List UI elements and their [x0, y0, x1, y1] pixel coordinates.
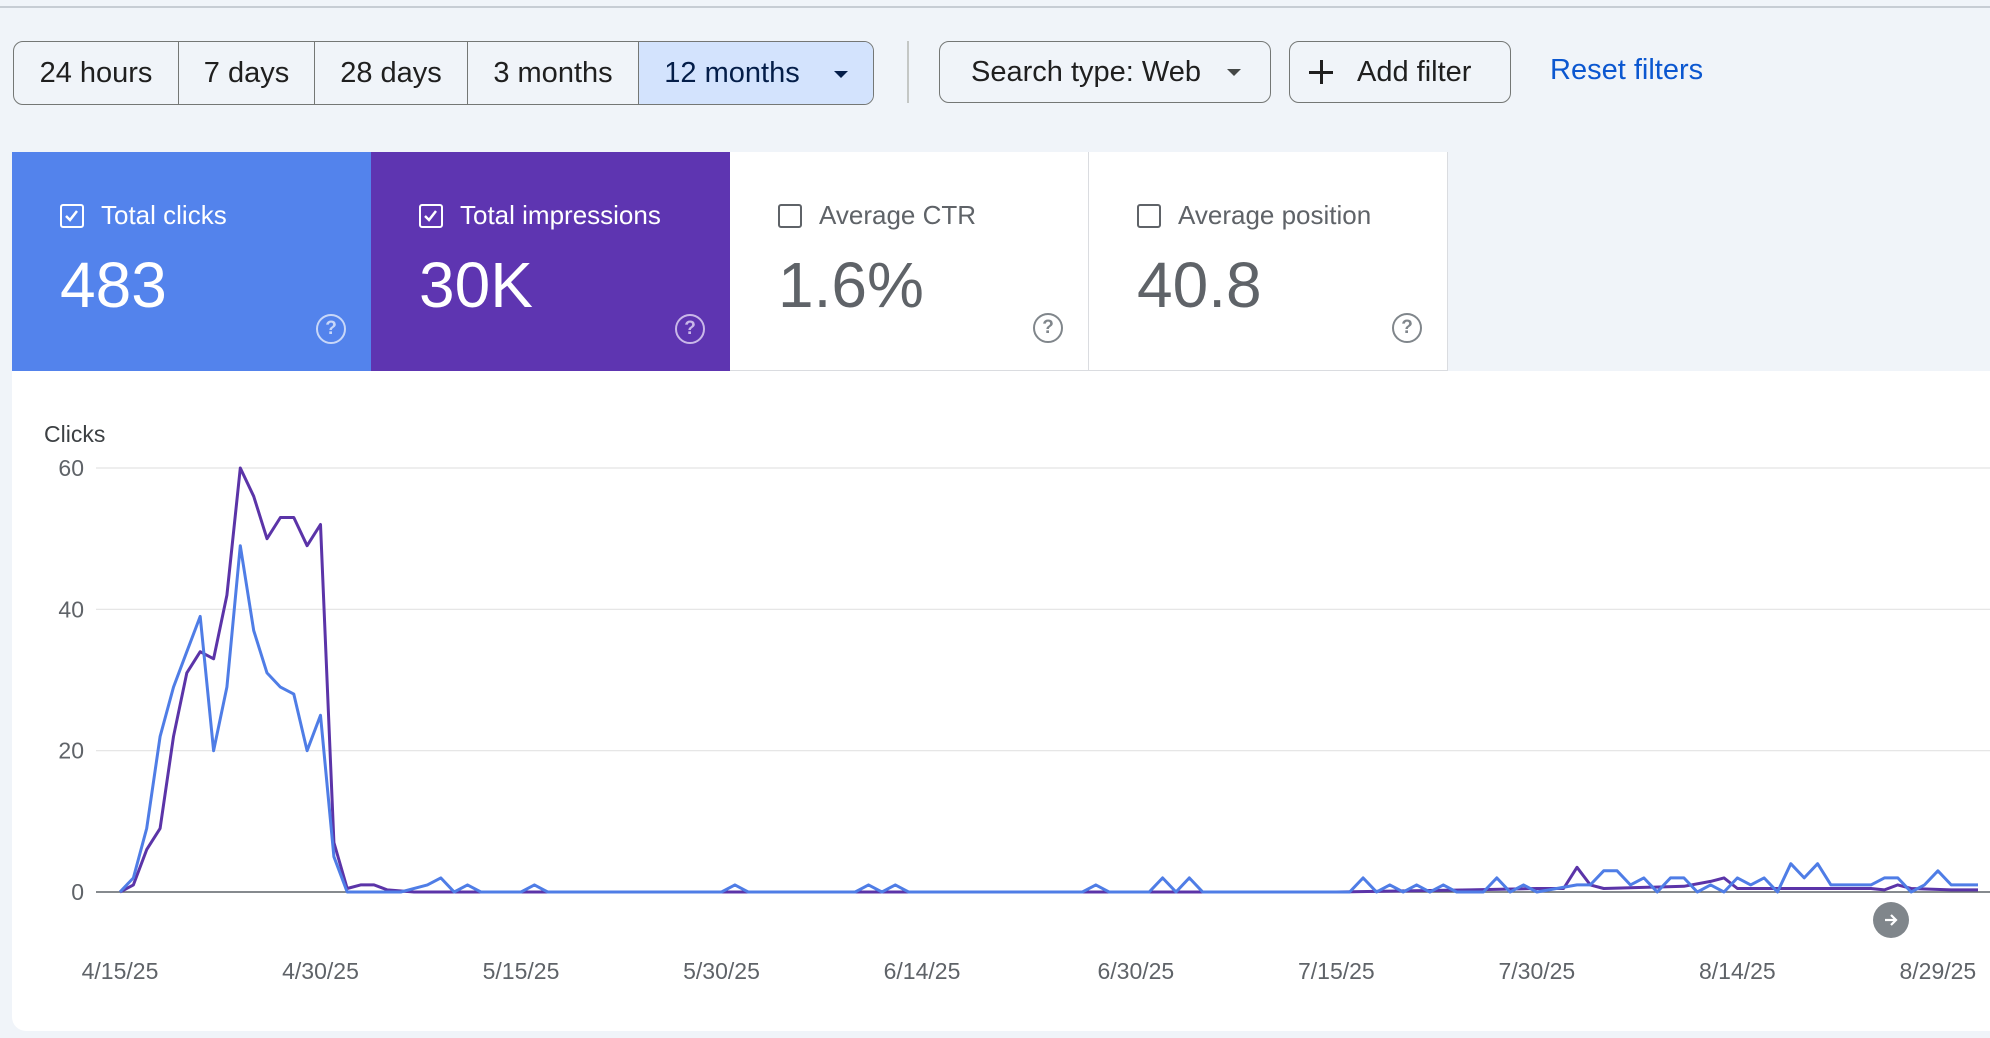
x-tick-label: 6/30/25: [1097, 958, 1174, 984]
top-divider: [0, 6, 1990, 8]
metric-label: Total clicks: [101, 200, 227, 230]
series-line-total-clicks: [118, 544, 1978, 894]
search-type-dropdown[interactable]: Search type: Web: [939, 41, 1271, 103]
metric-value: 30K: [419, 249, 533, 321]
range-label: 7 days: [203, 56, 290, 89]
chevron-down-icon: [1226, 68, 1241, 76]
x-tick-label: 5/15/25: [483, 958, 560, 984]
x-tick-label: 8/14/25: [1699, 958, 1776, 984]
metric-value: 483: [60, 249, 167, 321]
help-icon[interactable]: ?: [1033, 313, 1063, 343]
total-clicks-card[interactable]: Total clicks 483 ?: [12, 152, 371, 371]
range-7-days-button[interactable]: 7 days: [179, 42, 315, 104]
y-tick-label: 40: [58, 596, 84, 622]
metric-value: 40.8: [1137, 249, 1262, 321]
chevron-down-icon: [833, 70, 848, 78]
x-tick-label: 5/30/25: [683, 958, 760, 984]
range-label: 12 months: [664, 56, 800, 89]
x-tick-label: 7/30/25: [1498, 958, 1575, 984]
average-position-card[interactable]: Average position 40.8 ?: [1089, 152, 1448, 371]
y-tick-label: 0: [71, 879, 84, 905]
add-filter-button[interactable]: Add filter: [1289, 41, 1511, 103]
help-icon[interactable]: ?: [1392, 313, 1422, 343]
help-icon[interactable]: ?: [316, 314, 346, 344]
y-tick-label: 20: [58, 738, 84, 764]
range-12-months-button[interactable]: 12 months: [639, 42, 873, 104]
range-label: 3 months: [493, 56, 613, 89]
average-ctr-card[interactable]: Average CTR 1.6% ?: [730, 152, 1089, 371]
y-axis-title: Clicks: [44, 421, 106, 447]
metric-label: Average position: [1178, 200, 1372, 230]
range-24-hours-button[interactable]: 24 hours: [14, 42, 179, 104]
x-tick-label: 6/14/25: [884, 958, 961, 984]
chart-panel: [12, 371, 1990, 1031]
checkbox-checked-icon[interactable]: [419, 204, 443, 228]
metric-label: Total impressions: [460, 200, 661, 230]
metric-cards: Total clicks 483 ? Total impressions 30K…: [12, 152, 1448, 371]
search-type-label: Search type: Web: [971, 55, 1201, 88]
metric-label: Average CTR: [819, 200, 977, 230]
x-tick-label: 4/30/25: [282, 958, 359, 984]
add-filter-label: Add filter: [1357, 55, 1472, 88]
checkbox-checked-icon[interactable]: [60, 204, 84, 228]
range-28-days-button[interactable]: 28 days: [315, 42, 468, 104]
x-tick-label: 8/29/25: [1899, 958, 1976, 984]
range-3-months-button[interactable]: 3 months: [468, 42, 639, 104]
help-icon[interactable]: ?: [675, 314, 705, 344]
arrow-right-icon[interactable]: [1873, 902, 1909, 938]
range-label: 24 hours: [39, 56, 153, 89]
metric-value: 1.6%: [778, 249, 924, 321]
range-label: 28 days: [340, 56, 442, 89]
checkbox-unchecked-icon[interactable]: [1137, 204, 1161, 228]
x-tick-label: 4/15/25: [82, 958, 159, 984]
reset-filters-link[interactable]: Reset filters: [1550, 54, 1704, 86]
x-tick-label: 7/15/25: [1298, 958, 1375, 984]
y-tick-label: 60: [58, 455, 84, 481]
series-line-total-impressions: [119, 466, 1978, 894]
plus-icon: [1309, 60, 1333, 84]
date-range-selector: 24 hours 7 days 28 days 3 months 12 mont…: [13, 41, 874, 105]
toolbar-divider: [907, 41, 909, 103]
total-impressions-card[interactable]: Total impressions 30K ?: [371, 152, 730, 371]
checkbox-unchecked-icon[interactable]: [778, 204, 802, 228]
